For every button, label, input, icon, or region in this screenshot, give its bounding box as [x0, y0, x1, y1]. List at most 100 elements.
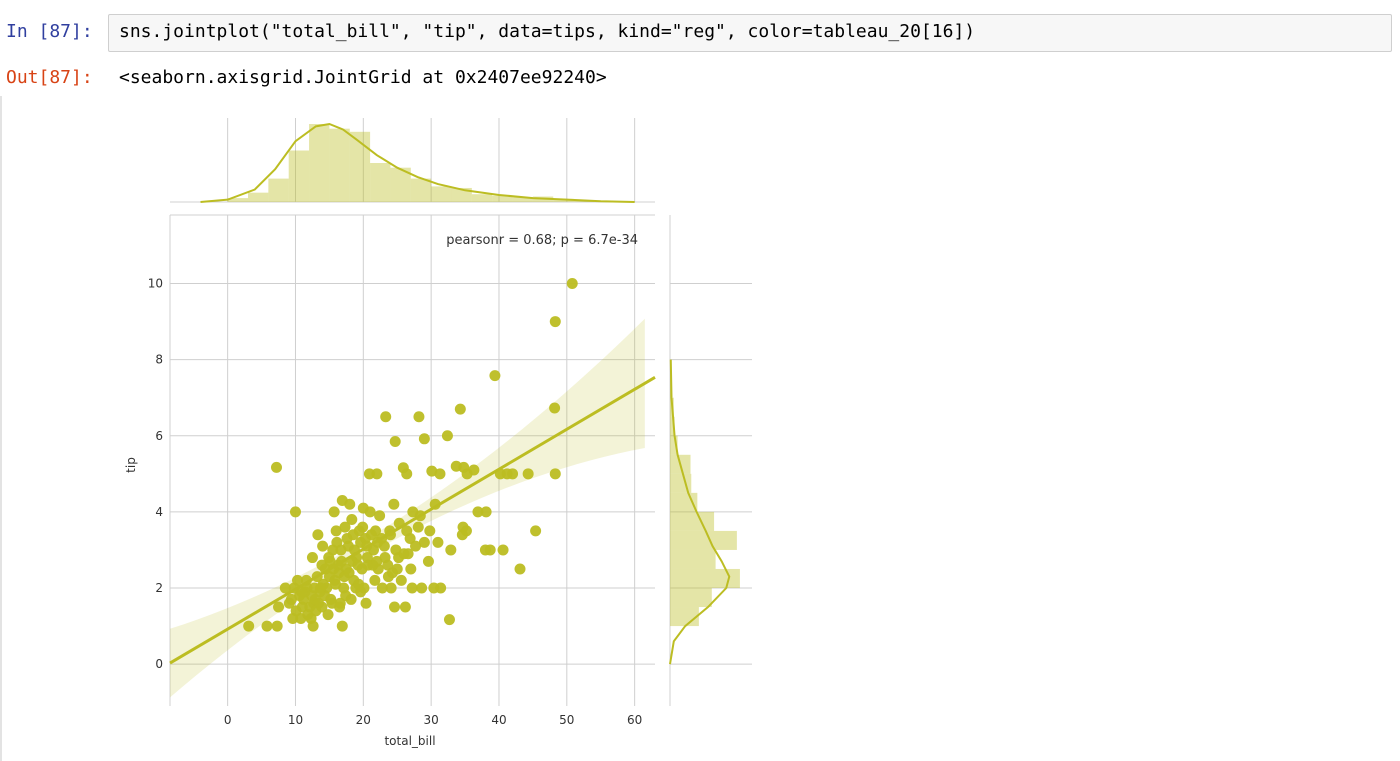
input-prompt: In [87]:	[6, 21, 93, 42]
top-hist-bar	[370, 163, 391, 202]
pearson-annotation: pearsonr = 0.68; p = 6.7e-34	[446, 233, 638, 248]
top-hist-bar	[309, 124, 330, 202]
scatter-point	[389, 435, 401, 447]
scatter-point	[450, 460, 462, 472]
top-hist-bar	[512, 197, 533, 202]
top-hist-bar	[227, 198, 249, 202]
scatter-point	[243, 620, 255, 632]
x-tick-label: 20	[356, 713, 371, 727]
scatter-point	[374, 510, 386, 522]
right-hist-bar	[670, 530, 737, 550]
scatter-point	[424, 525, 436, 537]
code-editor[interactable]: sns.jointplot("total_bill", "tip", data=…	[108, 14, 1392, 52]
scatter-point	[296, 601, 308, 613]
scatter-point	[306, 552, 318, 564]
top-kde-line	[200, 122, 635, 203]
scatter-point	[413, 411, 425, 423]
scatter-point	[472, 506, 484, 518]
scatter-point	[479, 544, 491, 556]
top-hist-bar	[329, 128, 350, 202]
x-tick-label: 40	[491, 713, 506, 727]
right-hist-bar	[670, 607, 699, 627]
scatter-point	[426, 465, 438, 477]
scatter-point	[316, 601, 328, 613]
x-tick-label: 0	[224, 713, 232, 727]
y-axis-label: tip	[124, 457, 138, 473]
scatter-point	[364, 506, 376, 518]
scatter-point	[273, 601, 285, 613]
scatter-point	[522, 468, 534, 480]
y-tick-label: 8	[155, 353, 163, 367]
scatter-point	[549, 316, 561, 328]
scatter-point	[507, 468, 519, 480]
scatter-point	[401, 468, 413, 480]
scatter-point	[346, 513, 358, 525]
scatter-point	[410, 540, 422, 552]
scatter-point	[489, 370, 501, 382]
x-tick-label: 30	[424, 713, 439, 727]
scatter-point	[399, 601, 411, 613]
scatter-point	[566, 278, 578, 290]
scatter-point	[376, 582, 388, 594]
scatter-point	[389, 601, 401, 613]
right-hist-bar	[670, 435, 678, 455]
top-hist-bar	[471, 194, 493, 202]
output-border	[0, 96, 2, 761]
scatter-point	[468, 464, 480, 476]
output-prompt: Out[87]:	[6, 67, 93, 88]
top-hist-bar	[248, 192, 269, 202]
scatter-point	[514, 563, 526, 575]
x-tick-label: 50	[559, 713, 574, 727]
scatter-point	[454, 403, 466, 415]
scatter-point	[353, 578, 365, 590]
scatter-point	[347, 529, 359, 541]
confidence-band	[170, 318, 645, 698]
x-tick-label: 60	[627, 713, 642, 727]
top-hist-bar	[268, 178, 289, 202]
scatter-point	[549, 402, 561, 414]
right-hist-bar	[670, 549, 716, 569]
scatter-point	[401, 525, 413, 537]
scatter-point	[270, 461, 282, 473]
scatter-point	[360, 597, 372, 609]
scatter-point	[330, 525, 342, 537]
scatter-point	[279, 582, 291, 594]
code-text[interactable]: sns.jointplot("total_bill", "tip", data=…	[119, 21, 976, 42]
scatter-point	[405, 563, 417, 575]
scatter-point	[285, 593, 297, 605]
scatter-point	[549, 468, 561, 480]
input-cell: In [87]: sns.jointplot("total_bill", "ti…	[0, 0, 1400, 60]
x-axis-label: total_bill	[384, 734, 435, 748]
right-hist-bar	[670, 511, 715, 531]
scatter-point	[385, 582, 397, 594]
scatter-point	[480, 506, 492, 518]
scatter-point	[261, 620, 273, 632]
top-hist-bar	[288, 150, 310, 202]
scatter-point	[339, 521, 351, 533]
scatter-point	[460, 525, 472, 537]
scatter-point	[395, 574, 407, 586]
scatter-point	[530, 525, 542, 537]
scatter-point	[312, 529, 324, 541]
scatter-point	[344, 498, 356, 510]
scatter-point	[289, 506, 301, 518]
scatter-point	[315, 582, 327, 594]
y-tick-label: 4	[155, 505, 163, 519]
right-hist-bar	[670, 588, 712, 608]
y-tick-label: 0	[155, 657, 163, 671]
scatter-point	[432, 536, 444, 548]
top-hist-bar	[410, 178, 432, 202]
scatter-point	[363, 468, 375, 480]
scatter-point	[328, 506, 340, 518]
scatter-point	[365, 529, 377, 541]
scatter-point	[406, 582, 418, 594]
scatter-point	[296, 586, 308, 598]
y-tick-label: 6	[155, 429, 163, 443]
scatter-point	[418, 536, 430, 548]
scatter-point	[369, 574, 381, 586]
scatter-point	[428, 582, 440, 594]
top-hist-bar	[390, 167, 411, 202]
y-tick-label: 10	[148, 277, 163, 291]
scatter-point	[317, 540, 329, 552]
